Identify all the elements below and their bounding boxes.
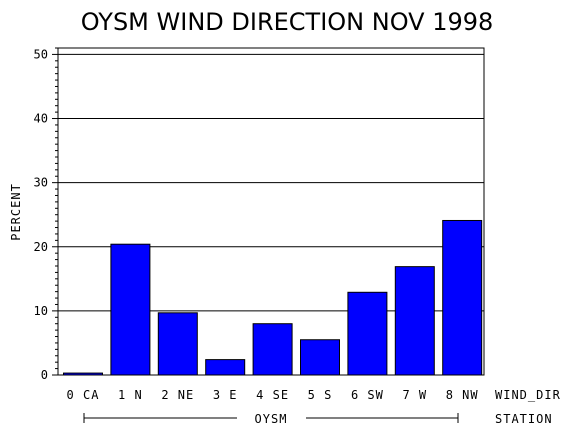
x-tick-label: 3 E (213, 388, 238, 402)
y-axis-label: PERCENT (9, 183, 23, 241)
group-axis-label: STATION (495, 412, 553, 426)
y-tick-label: 50 (34, 47, 48, 61)
y-tick-label: 0 (41, 368, 48, 382)
y-tick-label: 30 (34, 176, 48, 190)
bar (394, 266, 435, 376)
x-tick-label: 5 S (308, 388, 333, 402)
bar (252, 323, 293, 376)
bar (110, 243, 151, 376)
y-tick-label: 20 (34, 240, 48, 254)
x-tick-label: 7 W (402, 388, 427, 402)
y-tick-label: 10 (34, 304, 48, 318)
x-tick-label: 1 N (118, 388, 143, 402)
plot-frame (57, 47, 485, 376)
x-tick-label: 6 SW (351, 388, 384, 402)
group-label: OYSM (255, 412, 288, 426)
y-tick-label: 40 (34, 112, 48, 126)
bar (157, 312, 198, 376)
x-tick-label: 4 SE (256, 388, 289, 402)
x-tick-label: 0 CA (67, 388, 100, 402)
bar (205, 359, 246, 376)
x-axis-label: WIND_DIR (495, 388, 561, 402)
x-tick-label: 2 NE (161, 388, 194, 402)
chart-title: OYSM WIND DIRECTION NOV 1998 (81, 8, 494, 36)
bar (347, 291, 388, 376)
x-axis: 0 CA 1 N 2 NE 3 E 4 SE 5 S 6 SW 7 W 8 NW (67, 388, 479, 402)
bar (442, 219, 483, 376)
bar (300, 339, 340, 376)
y-axis: 0 10 20 30 40 50 (34, 47, 58, 382)
x-tick-label: 8 NW (446, 388, 479, 402)
bars (63, 219, 483, 376)
